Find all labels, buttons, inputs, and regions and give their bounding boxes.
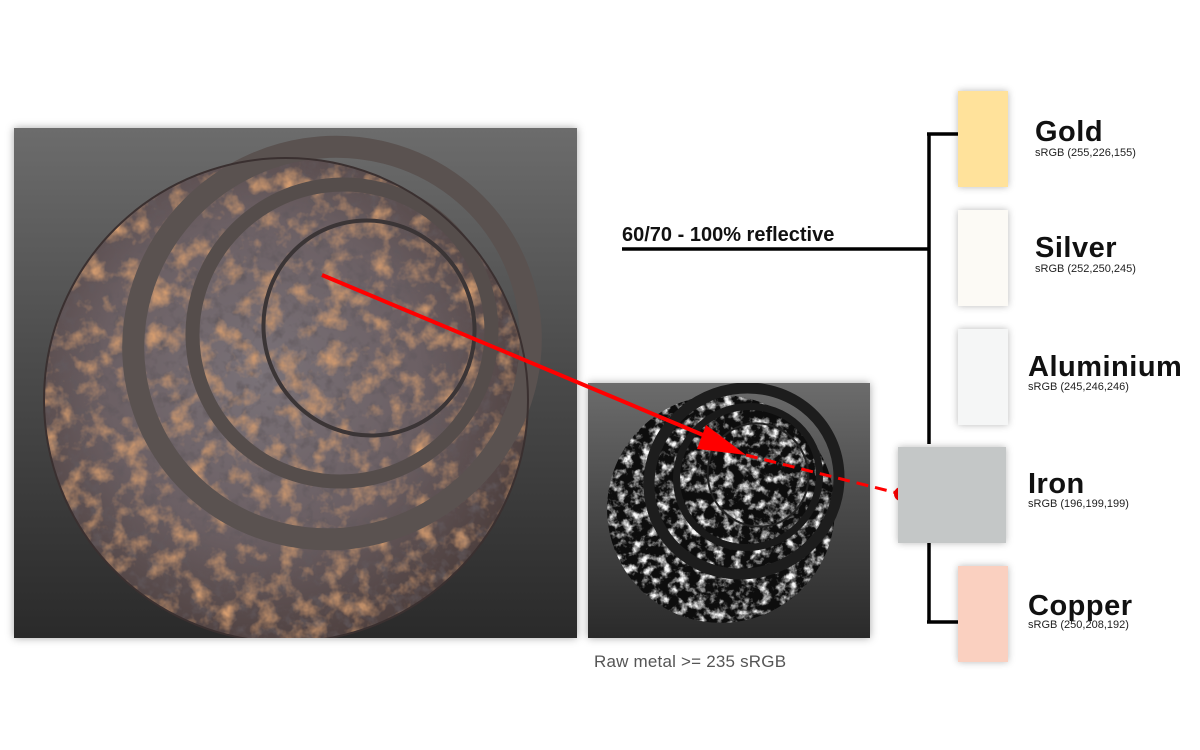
silver-srgb: sRGB (252,250,245) xyxy=(1035,263,1136,275)
gold-srgb: sRGB (255,226,155) xyxy=(1035,147,1136,159)
copper-label: Copper xyxy=(1028,590,1133,622)
iron-srgb: sRGB (196,199,199) xyxy=(1028,498,1129,510)
silver-label: Silver xyxy=(1035,232,1117,264)
raw-metal-caption: Raw metal >= 235 sRGB xyxy=(594,652,787,671)
gold-label: Gold xyxy=(1035,116,1104,148)
aluminium-srgb: sRGB (245,246,246) xyxy=(1028,381,1129,393)
raw-metal-sphere-image xyxy=(607,383,845,623)
silver-swatch xyxy=(958,210,1008,306)
copper-srgb: sRGB (250,208,192) xyxy=(1028,619,1129,631)
gold-swatch xyxy=(958,91,1008,187)
aluminium-swatch xyxy=(958,329,1008,425)
rusted-sphere-panel xyxy=(14,128,577,638)
raw-metal-sphere-panel xyxy=(588,383,870,638)
reflectivity-label: 60/70 - 100% reflective xyxy=(622,224,835,246)
iron-swatch xyxy=(898,447,1006,543)
aluminium-label: Aluminium xyxy=(1028,351,1183,383)
iron-label: Iron xyxy=(1028,468,1085,500)
copper-swatch xyxy=(958,566,1008,662)
rusted-sphere-image xyxy=(43,135,542,638)
